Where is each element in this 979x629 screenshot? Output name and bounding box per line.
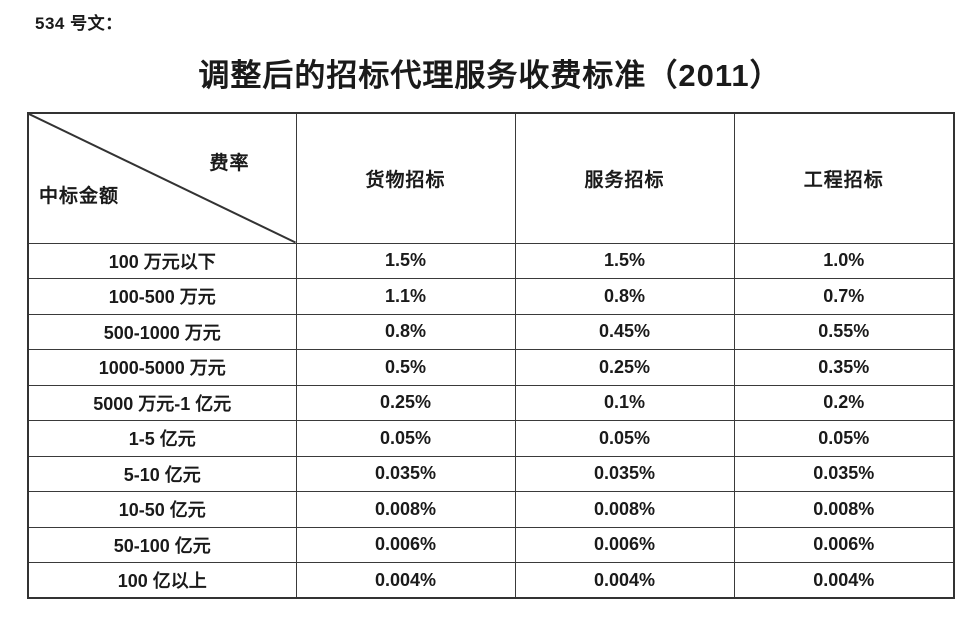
bid-amount-label: 中标金额 (39, 186, 120, 207)
fee-rate-label: 费率 (209, 153, 250, 174)
amount-cell: 1000-5000 万元 (27, 349, 297, 386)
rate-cell-service: 0.004% (514, 562, 735, 599)
amount-cell: 10-50 亿元 (27, 491, 297, 528)
rate-cell-service: 0.006% (514, 526, 735, 563)
rate-cell-service: 0.8% (514, 278, 735, 315)
table-row: 100-500 万元 1.1% 0.8% 0.7% (27, 278, 955, 315)
table-row: 5-10 亿元 0.035% 0.035% 0.035% (27, 455, 955, 492)
amount-cell: 100-500 万元 (27, 278, 297, 315)
table-row: 1000-5000 万元 0.5% 0.25% 0.35% (27, 349, 955, 386)
amount-cell: 100 亿以上 (27, 562, 297, 599)
amount-cell: 5-10 亿元 (27, 455, 297, 492)
rate-cell-service: 0.035% (514, 455, 735, 492)
rate-cell-engineering: 0.004% (733, 562, 955, 599)
rate-cell-engineering: 0.035% (733, 455, 955, 492)
rate-cell-engineering: 0.006% (733, 526, 955, 563)
table-row: 10-50 亿元 0.008% 0.008% 0.008% (27, 491, 955, 528)
rate-cell-goods: 0.035% (295, 455, 516, 492)
rate-cell-engineering: 0.008% (733, 491, 955, 528)
table-row: 1-5 亿元 0.05% 0.05% 0.05% (27, 420, 955, 457)
rate-cell-service: 0.1% (514, 384, 735, 421)
rate-cell-service: 0.45% (514, 313, 735, 350)
table-row: 5000 万元-1 亿元 0.25% 0.1% 0.2% (27, 384, 955, 421)
rate-cell-engineering: 0.05% (733, 420, 955, 457)
rate-cell-goods: 0.25% (295, 384, 516, 421)
table-row: 50-100 亿元 0.006% 0.006% 0.006% (27, 526, 955, 563)
column-header-engineering-bidding: 工程招标 (733, 112, 955, 244)
fee-rate-table: 费率 中标金额 货物招标 服务招标 工程招标 100 万元以下 1.5% 1.5% 1… (27, 112, 955, 599)
rate-cell-engineering: 0.2% (733, 384, 955, 421)
column-header-goods-bidding: 货物招标 (295, 112, 516, 244)
rate-cell-goods: 0.008% (295, 491, 516, 528)
rate-cell-goods: 1.5% (295, 242, 516, 279)
rate-cell-engineering: 0.7% (733, 278, 955, 315)
amount-cell: 1-5 亿元 (27, 420, 297, 457)
table-row: 100 亿以上 0.004% 0.004% 0.004% (27, 562, 955, 599)
rate-cell-goods: 0.004% (295, 562, 516, 599)
table-header-row: 费率 中标金额 货物招标 服务招标 工程招标 (27, 112, 955, 244)
rate-cell-service: 0.25% (514, 349, 735, 386)
rate-cell-service: 1.5% (514, 242, 735, 279)
document-ref-label: 534 号文： (35, 14, 123, 33)
rate-cell-goods: 0.5% (295, 349, 516, 386)
rate-cell-engineering: 0.55% (733, 313, 955, 350)
amount-cell: 5000 万元-1 亿元 (27, 384, 297, 421)
page-title: 调整后的招标代理服务收费标准（2011） (198, 58, 782, 93)
rate-cell-service: 0.05% (514, 420, 735, 457)
amount-cell: 100 万元以下 (27, 242, 297, 279)
rate-cell-goods: 0.8% (295, 313, 516, 350)
fee-table-body: 100 万元以下 1.5% 1.5% 1.0% 100-500 万元 1.1% 0.8% 0.… (27, 242, 955, 599)
rate-cell-service: 0.008% (514, 491, 735, 528)
rate-cell-goods: 1.1% (295, 278, 516, 315)
table-row: 100 万元以下 1.5% 1.5% 1.0% (27, 242, 955, 279)
table-row: 500-1000 万元 0.8% 0.45% 0.55% (27, 313, 955, 350)
corner-header-cell: 费率 中标金额 (27, 112, 297, 244)
rate-cell-engineering: 0.35% (733, 349, 955, 386)
amount-cell: 50-100 亿元 (27, 526, 297, 563)
diagonal-divider-line (29, 114, 296, 243)
rate-cell-goods: 0.05% (295, 420, 516, 457)
column-header-service-bidding: 服务招标 (514, 112, 735, 244)
amount-cell: 500-1000 万元 (27, 313, 297, 350)
rate-cell-goods: 0.006% (295, 526, 516, 563)
rate-cell-engineering: 1.0% (733, 242, 955, 279)
